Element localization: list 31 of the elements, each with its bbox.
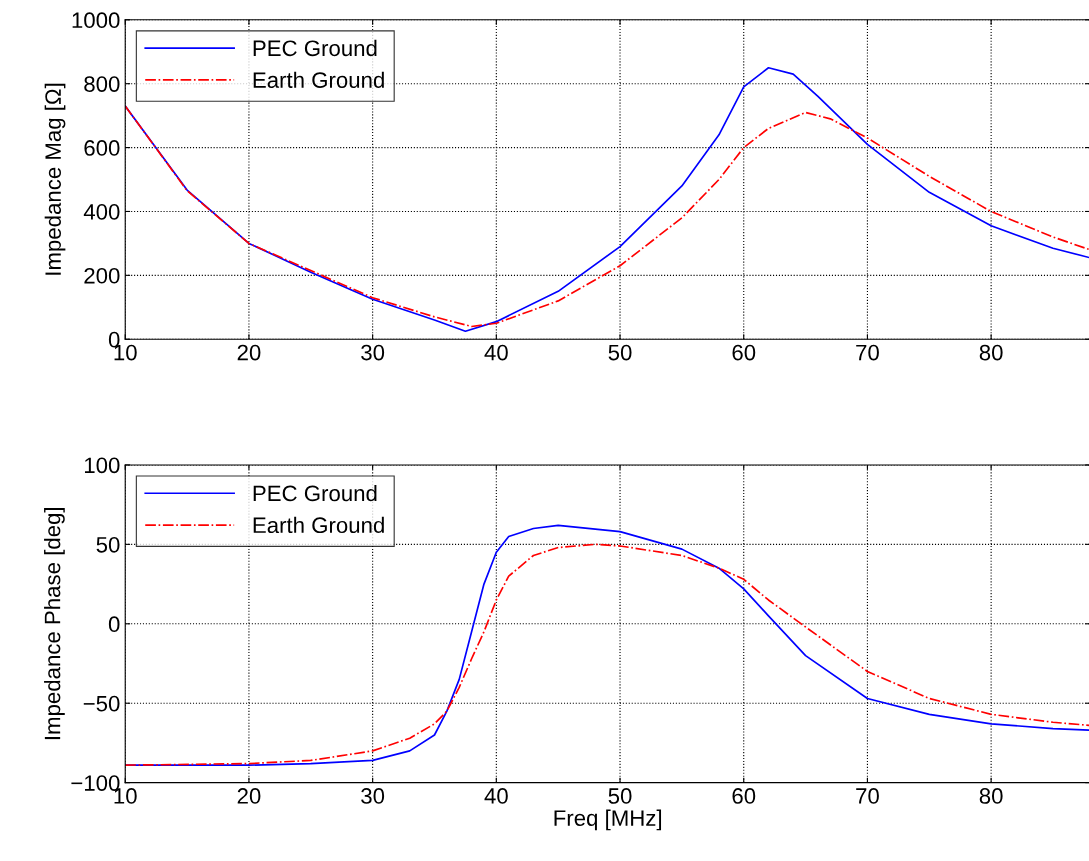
x-tick-label: 50	[608, 344, 632, 361]
legend-label: PEC Ground	[253, 484, 377, 502]
legend-label: Earth Ground	[253, 71, 384, 88]
legend-label: PEC Ground	[253, 39, 377, 57]
x-tick-label: 20	[237, 344, 261, 361]
y-tick-label: 1000	[72, 12, 120, 29]
x-tick-label: 40	[484, 788, 508, 804]
x-axis-title: Freq [MHz]	[554, 809, 662, 831]
y-tick-label: 400	[83, 204, 120, 220]
y-tick-label: 600	[84, 140, 120, 156]
x-tick-label: 50	[608, 788, 632, 804]
x-tick-label: 70	[856, 788, 879, 804]
y-axis-title: Impedance Phase [deg]	[44, 508, 65, 740]
x-tick-label: 30	[361, 788, 385, 804]
y-tick-label: 0	[108, 616, 120, 633]
x-tick-label: 20	[237, 788, 261, 804]
x-tick-label: 70	[856, 344, 879, 361]
x-tick-label: 30	[361, 344, 385, 361]
legend-label: Earth Ground	[253, 516, 384, 534]
y-tick-label: 50	[96, 536, 120, 553]
line-series	[125, 105, 1089, 328]
y-axis-title: Impedance Mag [Ω]	[44, 83, 66, 275]
y-tick-label: −50	[83, 695, 120, 712]
y-tick-label: 200	[84, 267, 120, 284]
y-tick-label: 800	[84, 76, 120, 92]
x-tick-label: 40	[484, 344, 508, 361]
x-tick-label: 60	[732, 344, 756, 361]
x-tick-label: 80	[979, 788, 1003, 804]
y-tick-label: 100	[85, 457, 120, 474]
x-tick-label: 80	[979, 344, 1003, 361]
x-tick-label: 60	[732, 788, 756, 804]
